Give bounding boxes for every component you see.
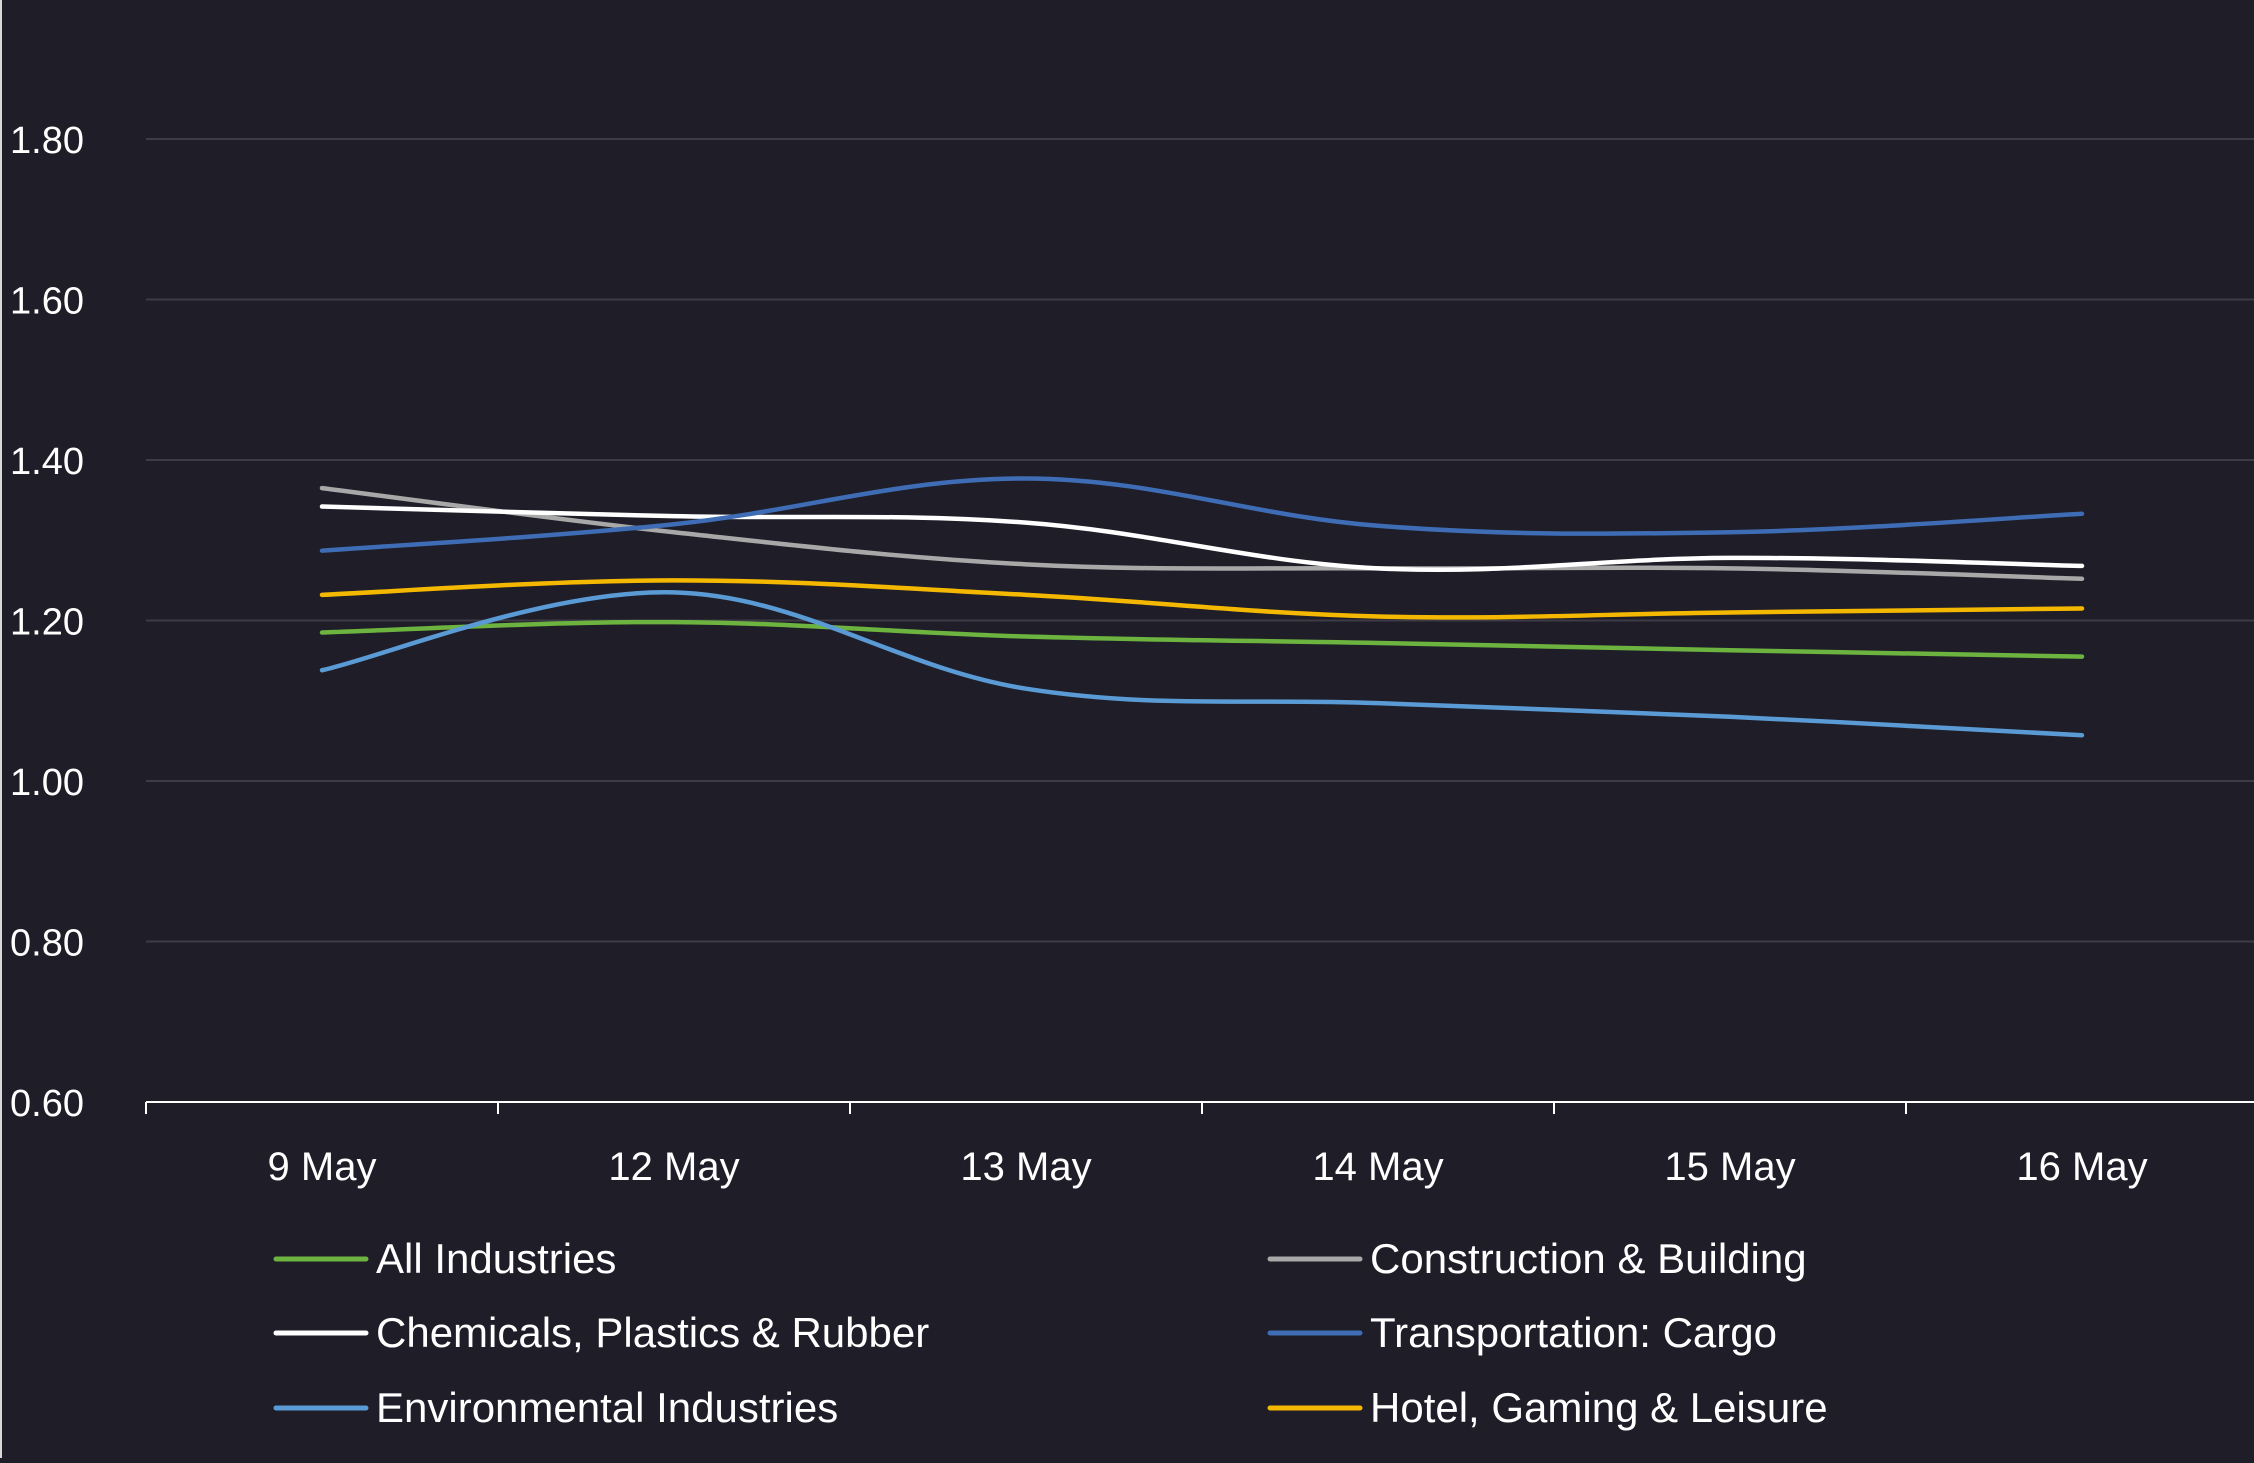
series-line-chemicals-plastics-rubber <box>319 504 2085 573</box>
legend: All Industries Construction & Building Che… <box>273 1235 1828 1431</box>
legend-item: Hotel, Gaming & Leisure <box>1267 1384 1828 1431</box>
legend-label: Environmental Industries <box>376 1384 838 1431</box>
y-tick-label: 0.60 <box>10 1083 84 1125</box>
legend-label: Construction & Building <box>1370 1235 1807 1282</box>
x-tick-label: 12 May <box>608 1145 739 1189</box>
x-tick-label: 16 May <box>2016 1145 2147 1189</box>
y-tick-label: 1.60 <box>10 281 84 323</box>
x-tick-label: 13 May <box>960 1145 1091 1189</box>
y-tick-label: 1.00 <box>10 762 84 804</box>
legend-item: Environmental Industries <box>273 1384 838 1431</box>
legend-label: Chemicals, Plastics & Rubber <box>376 1309 929 1356</box>
y-tick-label: 0.80 <box>10 923 84 965</box>
y-tick-label: 1.80 <box>10 120 84 162</box>
legend-item: Transportation: Cargo <box>1267 1309 1777 1356</box>
legend-item: Chemicals, Plastics & Rubber <box>273 1309 929 1356</box>
x-tick-label: 9 May <box>268 1145 377 1189</box>
series-lines <box>319 476 2085 738</box>
x-tick-label: 15 May <box>1664 1145 1795 1189</box>
series-line-all-industries <box>319 619 2085 659</box>
y-tick-label: 1.20 <box>10 602 84 644</box>
series-line-construction-building <box>319 485 2085 582</box>
series-line-transportation-cargo <box>319 476 2085 553</box>
x-tick-label: 14 May <box>1312 1145 1443 1189</box>
y-tick-label: 1.40 <box>10 441 84 483</box>
x-axis: 9 May 12 May 13 May 14 May 15 May 16 May <box>145 1101 2254 1189</box>
series-line-environmental-industries <box>319 590 2085 738</box>
legend-item: Construction & Building <box>1267 1235 1807 1282</box>
y-axis: 0.60 0.80 1.00 1.20 1.40 1.60 1.80 <box>10 120 84 1125</box>
series-line-hotel-gaming-leisure <box>319 578 2085 620</box>
legend-label: Transportation: Cargo <box>1370 1309 1777 1356</box>
legend-item: All Industries <box>273 1235 616 1282</box>
legend-label: All Industries <box>376 1235 616 1282</box>
legend-label: Hotel, Gaming & Leisure <box>1370 1384 1828 1431</box>
